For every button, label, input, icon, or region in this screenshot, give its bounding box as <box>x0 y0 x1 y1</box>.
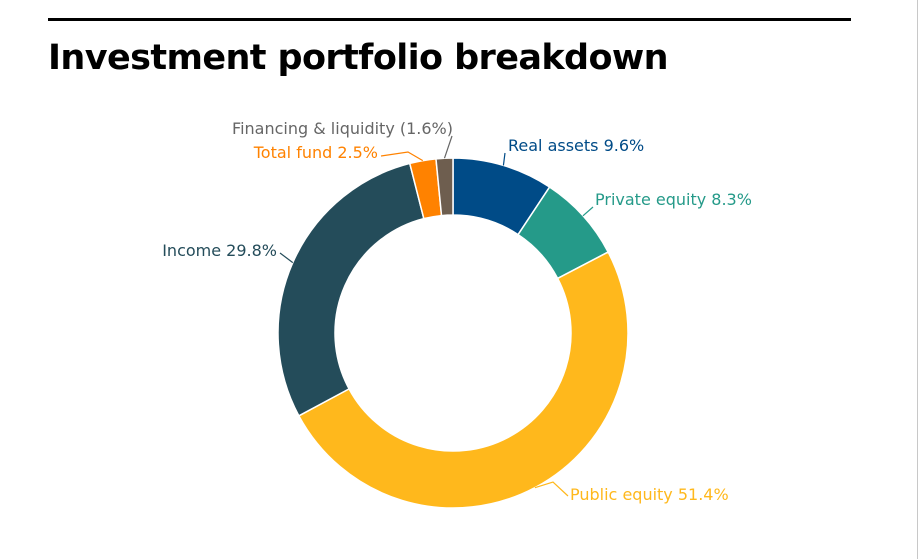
leader-lines-layer <box>279 135 594 497</box>
leader-line-public-equity <box>534 481 569 497</box>
slices-layer <box>277 157 629 509</box>
label-total-fund: Total fund 2.5% <box>253 143 378 162</box>
leader-line-total-fund <box>380 151 424 162</box>
slice-public-equity <box>297 251 629 509</box>
slice-income <box>277 162 425 417</box>
leader-line-private-equity <box>582 206 594 217</box>
label-financing-liquidity: Financing & liquidity (1.6%) <box>232 119 453 138</box>
label-income: Income 29.8% <box>162 241 277 260</box>
leader-line-financing-liquidity <box>443 135 453 159</box>
chart-title: Investment portfolio breakdown <box>48 38 669 78</box>
slice-financing-liquidity <box>435 157 454 217</box>
label-real-assets: Real assets 9.6% <box>508 136 644 155</box>
label-public-equity: Public equity 51.4% <box>570 485 729 504</box>
top-rule <box>48 18 851 21</box>
labels-layer: Real assets 9.6% Private equity 8.3% Publi… <box>162 119 752 504</box>
right-border <box>917 0 918 559</box>
leader-line-real-assets <box>502 152 506 166</box>
leader-line-income <box>279 252 294 264</box>
label-private-equity: Private equity 8.3% <box>595 190 752 209</box>
